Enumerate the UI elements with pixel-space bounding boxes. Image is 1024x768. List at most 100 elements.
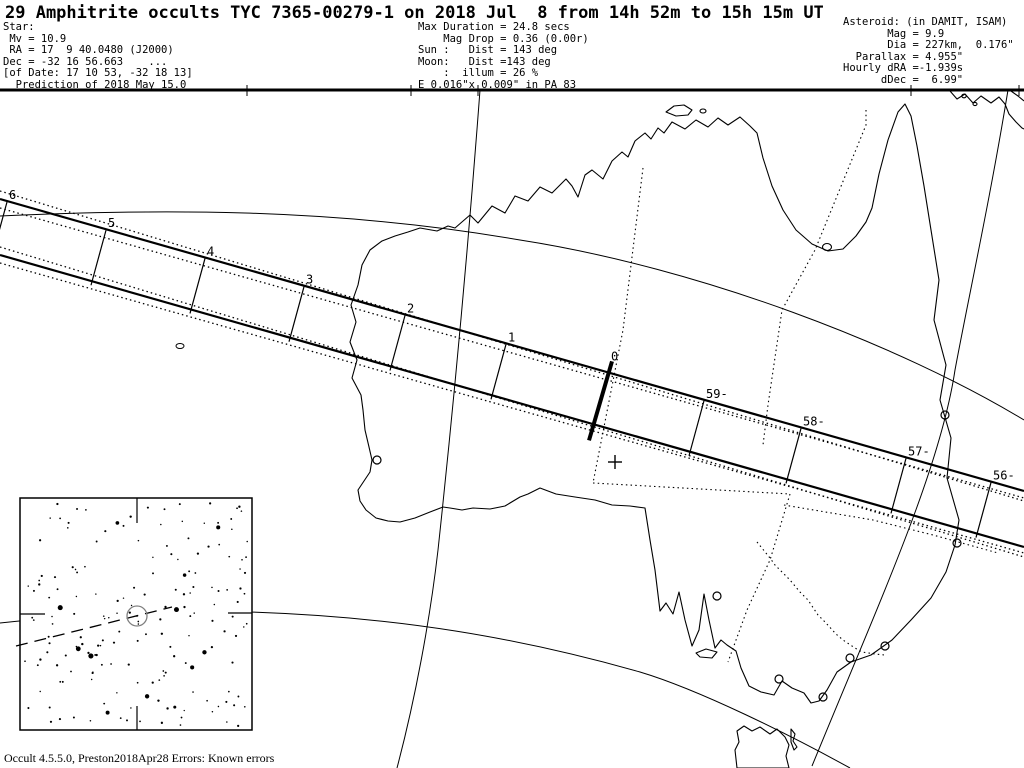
band-tick-label: 3 (306, 273, 313, 287)
field-star (116, 599, 119, 603)
field-star (130, 707, 132, 709)
asteroid-info-block: Asteroid: (in DAMIT, ISAM) Mag = 9.9 Dia… (843, 16, 1014, 86)
bright-star (173, 607, 179, 613)
field-star (180, 716, 183, 719)
inset-star-chart (15, 497, 253, 731)
border-nsw-vic (756, 541, 886, 656)
field-star (226, 721, 228, 723)
field-star (81, 642, 84, 646)
field-star (95, 593, 97, 595)
band-tick-label: 58- (803, 414, 825, 428)
field-star (59, 517, 62, 520)
field-star (67, 521, 70, 524)
field-star (108, 616, 110, 619)
field-star (51, 615, 53, 618)
band-tick (975, 482, 992, 538)
field-star (243, 705, 246, 708)
field-star (183, 605, 186, 609)
band-tick (890, 458, 907, 514)
groote-island (821, 242, 833, 252)
field-star (192, 691, 194, 693)
band-tick-label: 6 (9, 188, 16, 202)
city-circle (880, 641, 890, 651)
city-circle (940, 410, 950, 420)
band-tick (288, 286, 305, 342)
field-star (213, 603, 216, 606)
field-star (49, 517, 51, 519)
border-nt-qld (762, 110, 867, 446)
field-star (217, 521, 220, 524)
field-star (228, 555, 231, 558)
band-sigma-dotted-lines (0, 190, 1024, 558)
bright-star (88, 653, 94, 659)
field-star (56, 588, 59, 591)
field-star (95, 540, 98, 543)
field-star (211, 619, 214, 622)
border-sa-east (727, 493, 791, 663)
field-star (130, 604, 133, 607)
border-nt-sa (592, 482, 791, 495)
field-star (234, 634, 238, 638)
field-star (245, 556, 247, 558)
band-tick (490, 344, 507, 400)
field-star (38, 539, 42, 542)
field-star (217, 705, 220, 708)
field-star (189, 592, 191, 594)
field-star (189, 615, 192, 618)
png-coast-2 (1010, 90, 1024, 102)
field-star (104, 530, 107, 533)
field-star (24, 660, 26, 663)
band-tick (0, 201, 8, 230)
mainland-coast (349, 103, 960, 704)
field-star (61, 680, 64, 683)
field-star (181, 520, 184, 523)
field-star (231, 528, 233, 531)
band-tick (688, 400, 705, 456)
bright-star (105, 710, 110, 715)
site-cross-marker (608, 455, 622, 469)
band-tick-label: 0 (611, 349, 618, 363)
field-star (160, 523, 162, 526)
field-star (47, 635, 50, 638)
field-star (159, 618, 162, 621)
bright-star (190, 665, 195, 670)
field-star (38, 579, 41, 582)
field-star (79, 636, 82, 639)
field-star (139, 720, 141, 723)
field-star (137, 539, 140, 542)
asteroid-path-dashed (15, 606, 173, 647)
field-star (118, 630, 121, 633)
field-star (183, 709, 185, 712)
field-star (31, 616, 34, 619)
field-star (84, 565, 86, 568)
band-tick-label: 2 (407, 301, 414, 315)
field-star (27, 585, 29, 587)
field-star (66, 527, 69, 529)
png-coast (949, 90, 1024, 130)
city-markers (372, 410, 962, 702)
field-star (246, 540, 248, 543)
field-star (40, 574, 43, 578)
field-star (151, 681, 154, 684)
field-star (103, 617, 106, 620)
field-star (196, 552, 200, 555)
field-star (237, 724, 240, 728)
field-star (94, 654, 97, 656)
field-star (241, 558, 243, 561)
field-star (119, 717, 122, 719)
bright-star (144, 694, 150, 699)
band-south-limit (0, 253, 1024, 549)
field-star (49, 720, 53, 723)
field-star (137, 620, 140, 623)
field-star (238, 505, 241, 508)
field-star (51, 623, 54, 625)
torres-island-2 (972, 101, 978, 107)
field-star (55, 664, 59, 667)
field-star (233, 704, 236, 707)
arc-north (0, 211, 1024, 421)
field-star (75, 645, 78, 648)
melville-island (665, 104, 693, 117)
field-star (48, 706, 51, 709)
line-west (396, 89, 481, 768)
